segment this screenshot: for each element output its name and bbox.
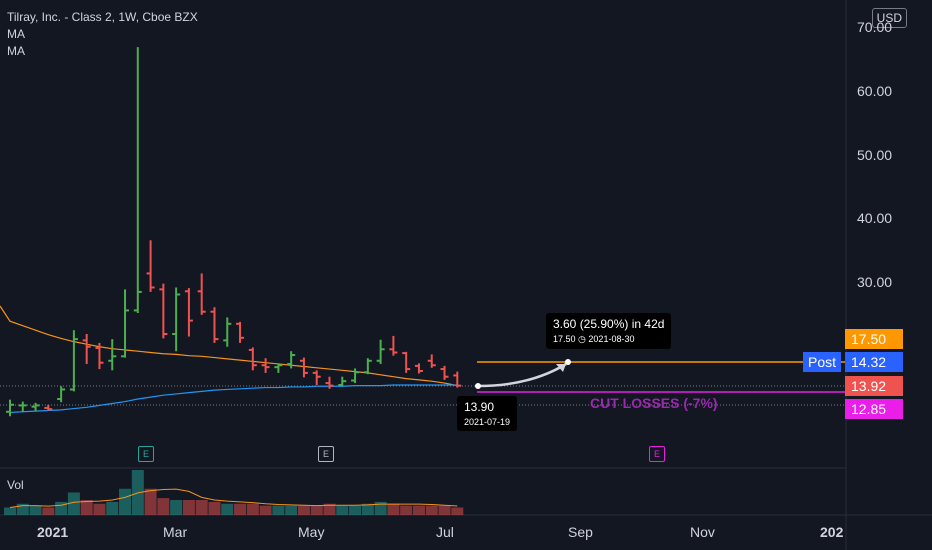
volume-bar (400, 505, 413, 515)
y-tick-label: 70.00 (857, 19, 893, 35)
earnings-event-icon[interactable]: E (138, 446, 154, 462)
volume-ma-line (9, 488, 458, 508)
ma-blue-line (9, 384, 458, 414)
volume-bar (272, 505, 285, 515)
volume-bar (67, 492, 80, 515)
volume-bar (349, 505, 362, 515)
volume-bar (451, 507, 464, 515)
target-price-tag: 17.50 (845, 329, 903, 349)
clock-icon: ◷ (578, 334, 586, 344)
entry-point (475, 383, 481, 389)
volume-bar (119, 488, 132, 515)
volume-bar (336, 505, 349, 515)
volume-bar (285, 505, 298, 515)
x-tick-mar: Mar (163, 524, 188, 540)
projection-change: 3.60 (25.90%) in 42d (553, 317, 665, 331)
volume-legend[interactable]: Vol (7, 478, 24, 492)
y-tick-label: 40.00 (857, 210, 893, 227)
volume-bar (323, 503, 336, 515)
volume-bar (182, 500, 195, 515)
x-tick-next-year: 202 (820, 524, 844, 540)
target-point (565, 359, 571, 365)
volume-bar (259, 505, 272, 515)
stop-price-tag: 12.85 (845, 399, 903, 419)
earnings-event-icon[interactable]: E (649, 446, 665, 462)
post-price-tag: 14.32 (845, 352, 903, 372)
last-price-tag: 13.92 (845, 376, 903, 396)
volume-bar (374, 501, 387, 515)
volume-bar (80, 500, 93, 515)
volume-bar (42, 507, 55, 515)
volume-bar (144, 488, 157, 515)
volume-bar (425, 505, 438, 515)
projection-info-box[interactable]: 3.60 (25.90%) in 42d 17.50 ◷ 2021-08-30 (546, 313, 672, 349)
volume-bar (246, 503, 259, 515)
currency-button[interactable]: USD (871, 8, 907, 28)
symbol-title: Tilray, Inc. - Class 2, 1W, Cboe BZX (7, 10, 198, 24)
ma-legend-2[interactable]: MA (7, 44, 25, 58)
volume-bar (310, 505, 323, 515)
entry-date: 2021-07-19 (464, 417, 511, 427)
projection-target: 17.50 ◷ 2021-08-30 (553, 334, 635, 344)
y-tick-label: 50.00 (857, 146, 893, 163)
volume-bar (16, 503, 29, 515)
volume-bar (93, 503, 106, 515)
entry-price: 13.90 (464, 400, 495, 414)
x-tick-nov: Nov (690, 524, 715, 540)
x-tick-may: May (298, 524, 325, 540)
volume-bar (208, 501, 221, 515)
projection-arrow (477, 362, 567, 388)
x-tick-jul: Jul (436, 524, 454, 540)
volume-bar (221, 503, 234, 515)
cut-losses-label: CUT LOSSES (-7%) (590, 395, 718, 411)
y-tick-label: 60.00 (857, 82, 893, 99)
volume-bar (55, 501, 68, 515)
volume-bar (438, 505, 451, 515)
volume-bar (412, 505, 425, 515)
ma-legend-1[interactable]: MA (7, 27, 25, 41)
volume-bar (361, 503, 374, 515)
volume-bar (4, 507, 16, 515)
volume-bar (234, 503, 247, 515)
x-tick-sep: Sep (568, 524, 593, 540)
projection-arrow-head (556, 364, 566, 372)
volume-bar (157, 498, 170, 515)
y-tick-label: 30.00 (857, 274, 893, 290)
post-market-label: Post (803, 352, 841, 372)
price-pane (0, 0, 846, 468)
entry-info-box[interactable]: 13.90 2021-07-19 (457, 396, 518, 431)
volume-bar (387, 503, 400, 515)
x-tick-2021: 2021 (37, 524, 69, 540)
earnings-event-icon[interactable]: E (318, 446, 334, 462)
volume-bar (29, 505, 42, 515)
volume-bar (297, 505, 310, 515)
volume-bar (170, 500, 183, 515)
volume-bar (106, 501, 119, 515)
volume-bar (195, 500, 208, 515)
